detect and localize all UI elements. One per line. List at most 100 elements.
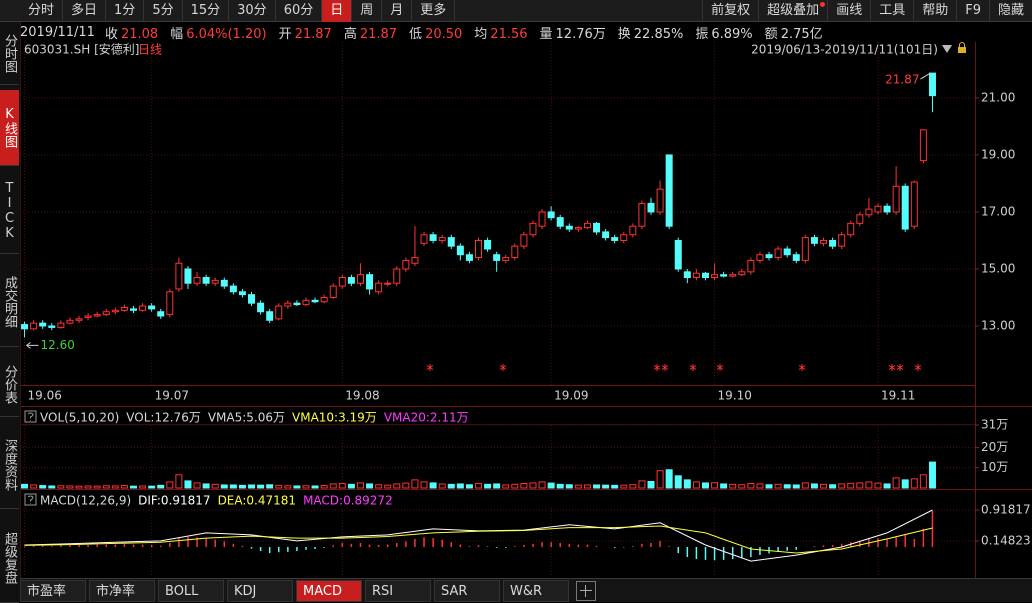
period-button[interactable]: 多日	[63, 0, 107, 22]
volume-bar	[701, 482, 709, 489]
min-label: 12.60	[41, 338, 75, 352]
volume-bar	[647, 481, 655, 489]
help-icon[interactable]	[24, 410, 37, 423]
quote-label: 收	[104, 26, 118, 42]
volume-bar	[520, 483, 528, 489]
signal-star	[653, 364, 661, 371]
indicator-tab[interactable]: BOLL	[158, 579, 224, 602]
candle-body	[502, 257, 510, 261]
volume-bar	[338, 483, 346, 489]
side-tab[interactable]: 成交明细	[0, 258, 19, 347]
indicator-tab[interactable]: RSI	[365, 579, 431, 602]
period-button[interactable]: 周	[352, 0, 383, 22]
volume-bar	[692, 481, 700, 489]
x-tick-label: 19.11	[881, 389, 915, 403]
indicator-tab[interactable]: 市净率	[89, 579, 155, 602]
volume-bar	[21, 483, 29, 489]
volume-bar	[238, 484, 246, 489]
legend-entry: VMA10:3.19万	[292, 411, 377, 425]
candle-body	[801, 237, 809, 261]
volume-bar	[484, 483, 492, 489]
side-tab[interactable]: 分时图	[0, 22, 19, 85]
tool-button[interactable]: 工具	[870, 0, 913, 22]
indicator-tab[interactable]: KDJ	[227, 579, 293, 602]
toolbar: 分时 多日 1分 5分 15分 30分 60分日周月更多 前复权 超级叠加 画线 工具 帮助 F9 隐藏	[0, 0, 1032, 22]
period-button[interactable]: 1分	[106, 0, 145, 22]
signal-star	[426, 364, 434, 371]
side-tab[interactable]: K线图	[0, 90, 19, 166]
tool-button[interactable]: 超级叠加	[758, 0, 827, 22]
period-button[interactable]: 30分	[229, 0, 276, 22]
quote-field: 低 20.50	[409, 23, 465, 42]
candle-body	[847, 222, 855, 236]
tool-button[interactable]: 画线	[827, 0, 870, 22]
period-button[interactable]: 分时	[20, 0, 64, 22]
candle-body	[556, 217, 564, 227]
candle-body	[565, 225, 573, 230]
side-tab[interactable]: TICK	[0, 168, 19, 254]
candle-body	[665, 154, 673, 227]
candle-body	[747, 259, 755, 273]
help-glyph	[27, 412, 34, 421]
candle-body	[438, 237, 446, 241]
candle-body	[66, 319, 74, 324]
period-button[interactable]: 更多	[412, 0, 456, 22]
background	[20, 42, 1032, 578]
volume-bar	[901, 479, 909, 489]
quote-value: 2.75亿	[780, 26, 823, 42]
period-button[interactable]: 15分	[183, 0, 230, 22]
period-button[interactable]: 5分	[144, 0, 183, 22]
indicator-tab[interactable]: W&R	[503, 579, 569, 602]
tool-button[interactable]: 前复权	[702, 0, 758, 22]
side-tab[interactable]: 深度资料	[0, 422, 19, 509]
side-tab[interactable]: 超级复盘	[0, 514, 19, 603]
quote-label: 额	[764, 26, 778, 42]
volume-bar	[402, 482, 410, 489]
volume-bar	[166, 481, 174, 489]
volume-bar	[366, 483, 374, 489]
candle-body	[211, 279, 219, 284]
candle-body	[901, 185, 909, 230]
signal-stars	[426, 364, 922, 371]
indicator-tab[interactable]: SAR	[434, 579, 500, 602]
add-tab[interactable]	[576, 580, 596, 601]
plus-h	[580, 589, 592, 591]
volume-bar	[465, 484, 473, 489]
side-tabs: 分时图 K线图 TICK 成交明细分价表深度资料超级复盘	[0, 22, 21, 603]
quote-label: 振	[695, 26, 709, 42]
candle-body	[102, 311, 110, 316]
lock-icon[interactable]	[958, 47, 966, 53]
volume-bar	[738, 484, 746, 489]
side-tab[interactable]: 分价表	[0, 352, 19, 417]
quote-value: 21.87	[294, 26, 332, 42]
tool-button[interactable]: F9	[956, 0, 989, 22]
tool-button[interactable]: 隐藏	[988, 0, 1032, 22]
indicator-tab[interactable]: MACD	[296, 579, 362, 602]
quote-label: 换	[617, 26, 631, 42]
dropdown-icon[interactable]	[942, 45, 952, 53]
tool-button[interactable]: 帮助	[913, 0, 956, 22]
volume-bar	[656, 470, 664, 489]
candle-body	[175, 262, 183, 290]
candle-body	[93, 314, 101, 317]
help-icon[interactable]	[24, 493, 37, 506]
period-button[interactable]: 60分	[276, 0, 323, 22]
period-button[interactable]: 日	[322, 0, 353, 22]
indicator-tab[interactable]: 市盈率	[20, 579, 86, 602]
candle-body	[838, 234, 846, 247]
volume-bar	[75, 485, 83, 489]
help-glyph	[27, 495, 34, 504]
candle-body	[248, 294, 256, 304]
volume-bar	[202, 483, 210, 489]
period-button[interactable]: 月	[382, 0, 413, 22]
candle-body	[674, 239, 682, 270]
volume-bar	[293, 485, 301, 489]
volume-bar	[139, 485, 147, 489]
candle-body	[756, 254, 764, 261]
candle-body	[129, 308, 137, 311]
candle-body	[329, 285, 337, 298]
candle-body	[338, 277, 346, 287]
quote-value: 6.89%	[711, 26, 753, 42]
candle-body	[720, 274, 728, 277]
candle-body	[356, 274, 364, 284]
